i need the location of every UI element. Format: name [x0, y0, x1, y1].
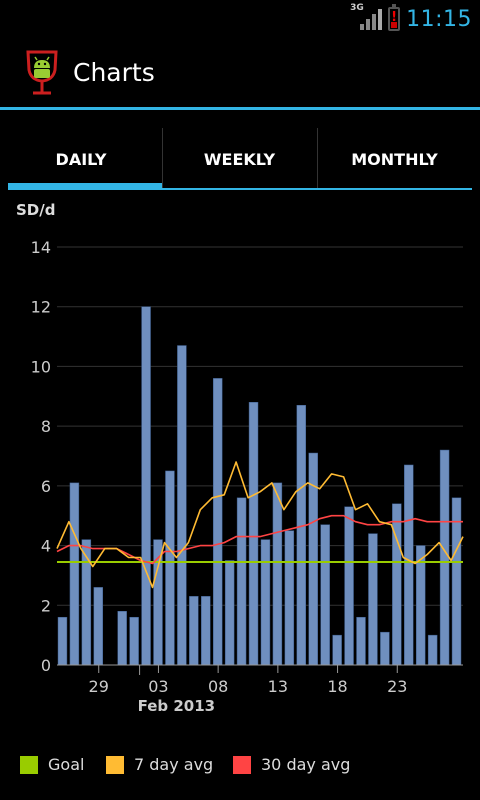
chart-bar: [392, 503, 402, 666]
chart-bar: [212, 378, 223, 666]
legend-item-7day: 7 day avg: [106, 755, 213, 774]
tab-separator: [317, 128, 318, 190]
chart-bar: [57, 616, 68, 666]
legend-label-goal: Goal: [48, 755, 85, 774]
chart-bar: [93, 587, 104, 666]
tab-monthly-indicator: [317, 188, 472, 190]
chart-bar: [201, 596, 211, 666]
chart-canvas: 0 2 4 6 8 10 12 14 29 03 08 13 18 23 Feb 2013: [31, 238, 464, 715]
legend-label-30day: 30 day avg: [261, 755, 351, 774]
chart-bar: [332, 634, 342, 666]
battery-alert-mark: !: [391, 10, 398, 25]
tab-weekly[interactable]: WEEKLY: [162, 128, 317, 190]
tab-monthly[interactable]: MONTHLY: [317, 128, 472, 190]
action-bar-divider: [0, 107, 480, 110]
chart-bar: [189, 596, 199, 666]
chart-bar: [404, 464, 414, 666]
chart-bar: [117, 611, 127, 666]
x-tick-label: 13: [268, 677, 288, 696]
tab-weekly-label: WEEKLY: [203, 149, 276, 169]
y-tick-label: 4: [41, 537, 51, 556]
chart-bar: [260, 539, 271, 666]
battery-icon: !: [388, 4, 401, 31]
y-tick-label: 0: [41, 656, 51, 675]
chart-bar: [296, 404, 307, 666]
chart-bar: [439, 449, 450, 666]
y-tick-label: 8: [41, 417, 51, 436]
tab-bar: DAILY WEEKLY MONTHLY: [0, 128, 480, 190]
chart-bar: [141, 306, 151, 666]
status-bar: 3G ! 11:15: [0, 0, 480, 38]
chart-bar: [356, 616, 366, 666]
legend-label-7day: 7 day avg: [134, 755, 214, 774]
chart-bar: [272, 482, 283, 666]
legend-swatch-7day: [106, 755, 124, 774]
status-time: 11:15: [406, 6, 472, 32]
y-tick-label: 12: [31, 298, 51, 317]
chart-bar: [81, 539, 92, 666]
avg7-line: [56, 461, 464, 589]
action-bar: Charts: [0, 38, 480, 110]
chart-bar: [415, 545, 426, 666]
tab-daily[interactable]: DAILY: [0, 128, 162, 190]
chart-bar: [344, 506, 354, 666]
tab-weekly-indicator: [162, 188, 317, 190]
x-tick-label: 08: [208, 677, 228, 696]
chart-bar: [427, 634, 438, 666]
chart-bar: [284, 530, 295, 666]
chart-legend: Goal 7 day avg 30 day avg: [0, 755, 480, 785]
chart-bar: [165, 470, 175, 666]
signal-icon: 3G: [350, 3, 383, 33]
app-title: Charts: [73, 58, 155, 87]
tab-separator: [162, 128, 163, 190]
legend-swatch-30day: [233, 755, 251, 774]
tab-daily-label: DAILY: [55, 149, 107, 169]
app-icon[interactable]: [22, 50, 62, 96]
chart-bar: [236, 497, 247, 666]
tab-daily-indicator: [8, 183, 162, 190]
y-tick-label: 14: [31, 238, 51, 257]
x-tick-label: 03: [148, 677, 168, 696]
legend-item-30day: 30 day avg: [233, 755, 350, 774]
chart-bar: [177, 345, 187, 666]
chart-bar: [380, 631, 390, 666]
chart-bar: [320, 524, 330, 666]
y-axis-unit-label: SD/d: [16, 201, 56, 219]
month-label: Feb 2013: [138, 697, 216, 715]
chart-bar: [368, 533, 378, 666]
y-tick-label: 10: [31, 357, 51, 376]
legend-item-goal: Goal: [20, 755, 84, 774]
x-tick-label: 18: [327, 677, 347, 696]
chart-bar: [248, 402, 259, 666]
tab-monthly-label: MONTHLY: [351, 149, 438, 169]
y-tick-label: 2: [41, 596, 51, 615]
avg30-line: [56, 514, 463, 565]
y-tick-label: 6: [41, 477, 51, 496]
status-icons: 3G ! 11:15: [350, 3, 472, 34]
daily-chart[interactable]: SD/d 0 2 4 6 8 10 12 14 29 03 08 13 18 23 Feb 2013: [0, 195, 480, 725]
x-tick-label: 23: [387, 677, 407, 696]
chart-bar: [224, 560, 235, 666]
chart-bar: [451, 497, 462, 666]
network-type-label: 3G: [350, 3, 364, 13]
x-tick-label: 29: [89, 677, 109, 696]
chart-bar: [129, 616, 139, 666]
legend-swatch-goal: [20, 755, 38, 774]
chart-bar: [69, 482, 80, 666]
